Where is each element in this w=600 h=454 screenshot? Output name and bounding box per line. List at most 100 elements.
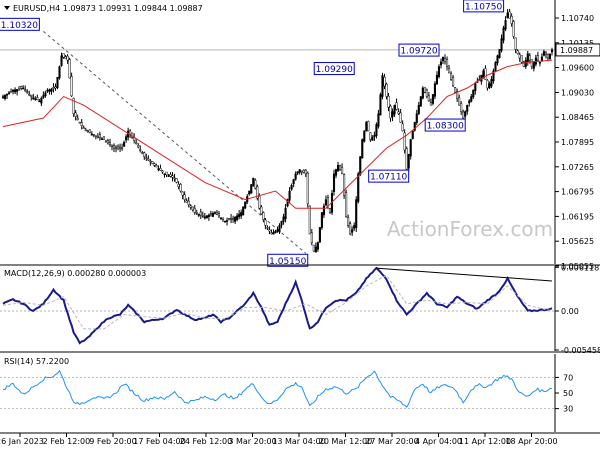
candle-body xyxy=(377,113,380,127)
candle-body xyxy=(524,59,527,67)
candle-body xyxy=(70,76,73,97)
price-annotation-label: 1.10750 xyxy=(465,2,502,12)
candle-body xyxy=(488,83,491,89)
candle-body xyxy=(12,89,15,92)
candle-body xyxy=(339,165,342,170)
rsi-axis-label: 30 xyxy=(563,405,573,414)
candle-body xyxy=(56,77,59,88)
candle-body xyxy=(42,95,45,98)
candle-body xyxy=(153,163,156,166)
candle-body xyxy=(157,168,160,170)
candle-body xyxy=(423,87,426,93)
candle-body xyxy=(36,97,39,101)
candle-body xyxy=(230,217,233,220)
candle-body xyxy=(395,102,398,110)
candle-body xyxy=(102,136,105,140)
watermark-text: ActionForex.com xyxy=(387,217,553,241)
candle-body xyxy=(88,129,91,133)
candle-body xyxy=(223,220,227,223)
candle-body xyxy=(82,127,85,130)
candle-body xyxy=(32,97,35,99)
candle-body xyxy=(300,170,303,173)
candle-body xyxy=(528,55,531,61)
candle-body xyxy=(10,91,13,93)
candle-body xyxy=(468,100,471,104)
candle-body xyxy=(278,225,281,233)
candle-body xyxy=(379,94,382,116)
candle-body xyxy=(383,76,386,87)
candle-body xyxy=(433,83,436,97)
price-axis-label: 1.10135 xyxy=(561,39,594,48)
candle-body xyxy=(219,217,223,219)
candle-body xyxy=(401,123,404,132)
candle-body xyxy=(181,191,184,196)
candle-body xyxy=(500,38,503,51)
time-axis-label: 13 Mar 04:00 xyxy=(272,437,325,446)
macd-axis-label: -0.005458 xyxy=(561,346,600,355)
candle-body xyxy=(201,215,204,217)
candle-body xyxy=(161,170,164,173)
current-price-tag xyxy=(555,43,600,57)
candle-body xyxy=(60,55,63,66)
candle-body xyxy=(175,178,178,183)
candle-body xyxy=(308,205,311,235)
candle-body xyxy=(413,122,416,131)
candle-body xyxy=(110,144,114,147)
candle-body xyxy=(40,97,43,104)
price-axis-label: 1.05055 xyxy=(561,262,594,271)
candle-body xyxy=(538,61,541,64)
candle-body xyxy=(155,164,158,168)
symbol-header: EURUSD,H4 1.09873 1.09931 1.09844 1.0988… xyxy=(13,4,203,13)
candle-body xyxy=(334,169,338,176)
candle-body xyxy=(20,86,23,89)
candle-body xyxy=(409,139,412,157)
time-axis-label: 2 Feb 12:00 xyxy=(43,437,90,446)
candle-body xyxy=(280,220,283,226)
price-panel: ActionForex.com 1.10320 1.05150 1.09290 1.07… xyxy=(0,0,600,271)
price-annotation-box xyxy=(463,0,505,13)
candle-body xyxy=(84,129,87,132)
candle-body xyxy=(441,56,445,62)
candle-body xyxy=(544,52,547,55)
macd-axis-label: 0.00 xyxy=(561,307,579,316)
time-axis-label: 24 Feb 12:00 xyxy=(180,437,232,446)
candle-body xyxy=(522,61,525,67)
candle-body xyxy=(94,135,97,137)
candle-body xyxy=(98,134,101,139)
candle-body xyxy=(486,80,489,89)
candle-body xyxy=(294,173,297,180)
candle-body xyxy=(207,214,210,217)
candle-body xyxy=(302,170,305,173)
candle-body xyxy=(199,211,202,216)
candle-body xyxy=(135,142,138,145)
candle-body xyxy=(341,167,344,175)
price-axis-label: 1.07895 xyxy=(561,138,594,147)
macd-axis-label: 0.006118 xyxy=(561,263,599,272)
candle-body xyxy=(187,200,190,206)
candle-body xyxy=(371,137,374,141)
candle-body xyxy=(427,95,430,102)
candle-body xyxy=(530,59,533,67)
candle-body xyxy=(419,96,422,107)
candle-body xyxy=(14,89,17,93)
candle-body xyxy=(167,175,170,177)
candle-body xyxy=(183,194,186,200)
candle-body xyxy=(337,165,340,171)
candle-body xyxy=(145,157,148,159)
price-annotation-box xyxy=(267,253,309,267)
candle-body xyxy=(314,246,317,253)
candle-body xyxy=(34,98,37,100)
price-axis-label: 1.07265 xyxy=(561,163,594,172)
candle-body xyxy=(58,66,61,79)
candle-body xyxy=(399,112,402,123)
time-axis-label: 9 Feb 20:00 xyxy=(89,437,136,446)
candle-body xyxy=(252,177,255,186)
candle-body xyxy=(397,111,400,115)
candle-body xyxy=(262,212,265,220)
candle-body xyxy=(518,54,521,59)
candle-body xyxy=(450,73,453,80)
candle-body xyxy=(177,184,180,187)
candle-body xyxy=(349,223,352,235)
price-annotation-label: 1.05150 xyxy=(269,257,306,267)
